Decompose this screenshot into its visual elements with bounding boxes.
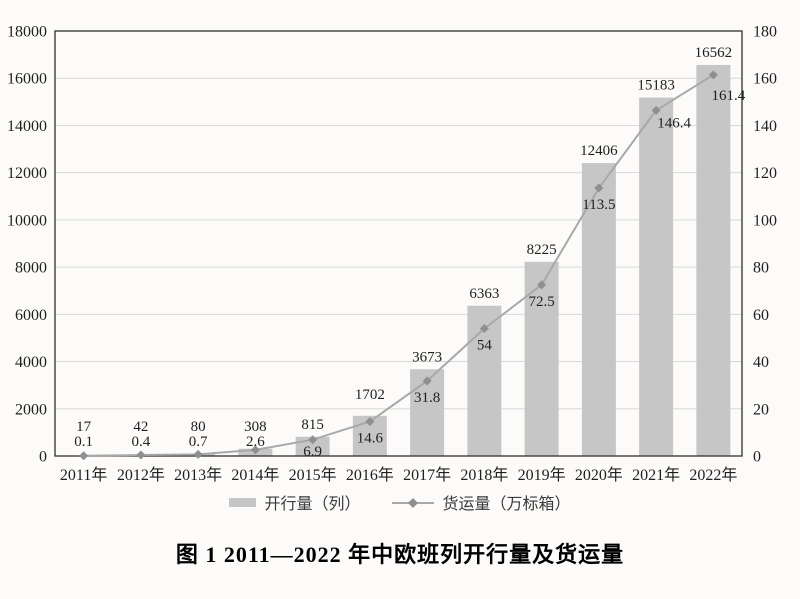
line-label-2018年: 54 [477, 338, 493, 354]
right-axis-tick-60: 60 [753, 307, 769, 324]
bar-label-2022年: 16562 [695, 45, 733, 61]
left-axis-tick-8000: 8000 [15, 260, 47, 277]
left-axis-tick-6000: 6000 [15, 307, 47, 324]
line-marker-2020年 [594, 183, 604, 193]
legend-label-bar-series: 开行量（列） [264, 496, 361, 513]
x-axis-label-2015年: 2015年 [289, 466, 337, 484]
line-label-2020年: 113.5 [582, 197, 615, 213]
bar-label-2015年: 815 [301, 417, 324, 433]
line-label-2014年: 2.6 [246, 434, 265, 450]
x-axis-label-2021年: 2021年 [632, 466, 680, 484]
x-axis-label-2014年: 2014年 [231, 466, 279, 484]
x-axis-label-2011年: 2011年 [60, 466, 107, 484]
legend-label-line-series: 货运量（万标箱） [442, 496, 571, 513]
legend-item-line-series: 货运量（万标箱） [391, 490, 571, 514]
line-marker-2011年 [79, 451, 89, 461]
bar-label-2019年: 8225 [527, 242, 557, 258]
bar-label-2011年: 17 [76, 419, 92, 435]
left-axis-tick-12000: 12000 [7, 165, 47, 182]
line-marker-2014年 [250, 445, 260, 455]
x-axis-label-2020年: 2020年 [575, 466, 623, 484]
right-axis-tick-80: 80 [753, 260, 769, 277]
gridlines [55, 77, 742, 410]
bar-label-2020年: 12406 [580, 143, 618, 159]
bar-label-2013年: 80 [191, 419, 206, 435]
line-marker-2018年 [479, 324, 489, 333]
freight-line [83, 74, 714, 457]
line-marker-2016年 [365, 417, 375, 427]
right-axis-tick-140: 140 [753, 118, 777, 135]
line-marker-2017年 [422, 376, 432, 386]
line-marker-2019年 [537, 280, 547, 290]
right-axis-tick-160: 160 [753, 71, 777, 88]
x-axis-label-2019年: 2019年 [518, 466, 566, 484]
bar-2022年 [696, 64, 731, 457]
right-axis-tick-0: 0 [753, 449, 761, 466]
left-axis-tick-0: 0 [39, 449, 47, 466]
right-axis-tick-180: 180 [753, 24, 777, 41]
bar-label-2017年: 3673 [412, 349, 442, 365]
combo-chart: 17 42 80 308 815 1702 3673 6363 8225 12406 15183 16… [7, 24, 777, 485]
bar-label-2021年: 15183 [637, 78, 675, 94]
x-axis-label-2017年: 2017年 [403, 466, 451, 484]
bar-label-2016年: 1702 [355, 387, 385, 403]
line-label-2021年: 146.4 [657, 115, 691, 131]
line-label-2022年: 161.4 [712, 88, 746, 104]
line-label-2016年: 14.6 [357, 431, 384, 447]
left-axis-tick-14000: 14000 [7, 118, 47, 135]
bar-2019年 [524, 261, 559, 456]
line-label-2011年: 0.1 [74, 434, 93, 450]
bar-label-2018年: 6363 [469, 286, 499, 302]
x-axis-label-2016年: 2016年 [346, 466, 394, 484]
bar-series [66, 64, 731, 457]
line-marker-2012年 [136, 450, 146, 460]
right-axis-tick-120: 120 [753, 165, 777, 182]
left-axis-tick-16000: 16000 [7, 71, 47, 88]
line-diamond-swatch-icon [391, 496, 435, 508]
bar-2021年 [639, 97, 674, 456]
data-labels: 17 [76, 419, 92, 435]
line-marker-2021年 [651, 105, 661, 115]
left-axis-tick-18000: 18000 [7, 24, 47, 41]
line-marker-2022年 [708, 70, 718, 80]
x-axis-label-2012年: 2012年 [117, 466, 165, 484]
x-axis-label-2018年: 2018年 [460, 466, 508, 484]
left-axis-tick-2000: 2000 [15, 401, 47, 418]
plot-frame [54, 30, 743, 457]
left-axis-tick-10000: 10000 [7, 212, 47, 229]
x-axis-label-2013年: 2013年 [174, 466, 222, 484]
line-label-2017年: 31.8 [414, 390, 440, 406]
bar-2020年 [581, 163, 616, 456]
line-marker-2013年 [193, 449, 203, 459]
bar-swatch-icon [229, 497, 257, 507]
right-axis-tick-20: 20 [753, 401, 769, 418]
chart-legend: 开行量（列） 货运量（万标箱） [0, 490, 800, 514]
line-label-2013年: 0.7 [189, 434, 208, 450]
figure-caption: 图 1 2011—2022 年中欧班列开行量及货运量 [175, 542, 625, 567]
x-axis-label-2022年: 2022年 [689, 466, 737, 484]
right-axis-tick-100: 100 [753, 212, 777, 229]
line-label-2019年: 72.5 [529, 294, 555, 310]
bar-label-2014年: 308 [244, 419, 267, 435]
bar-label-2012年: 42 [133, 419, 148, 435]
left-axis-tick-4000: 4000 [15, 354, 47, 371]
legend-item-bar-series: 开行量（列） [229, 490, 361, 514]
line-series [79, 70, 718, 461]
line-label-2012年: 0.4 [132, 434, 151, 450]
line-label-2015年: 6.9 [303, 444, 322, 460]
right-axis-tick-40: 40 [753, 354, 769, 371]
line-marker-2015年 [308, 435, 318, 445]
